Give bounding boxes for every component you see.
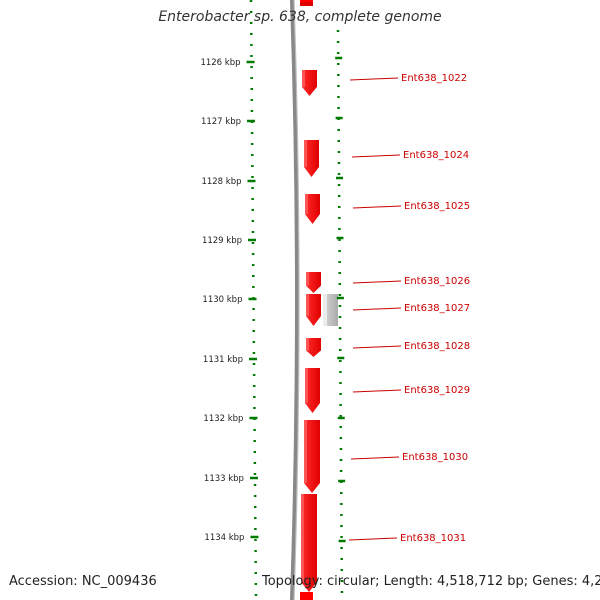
ruler-line-right — [336, 29, 344, 600]
gene-arrow — [306, 294, 321, 326]
gene-leader-line — [351, 154, 401, 158]
gene-arrow — [305, 368, 320, 413]
right-ruler-tick-group — [335, 56, 346, 543]
gene-leader-line — [348, 537, 398, 541]
gene-label: Ent638_1022 — [401, 73, 467, 84]
gene-arrow-highlight — [305, 368, 308, 403]
gray-feature-edge — [323, 294, 327, 326]
gene-label: Ent638_1027 — [404, 303, 470, 314]
gene-feature-top-cap — [300, 2, 313, 6]
gene-label: Ent638_1024 — [403, 150, 469, 161]
gene-label: Ent638_1028 — [404, 341, 470, 352]
topology-text: Topology: circular; Length: 4,518,712 bp… — [262, 574, 600, 589]
gene-label: Ent638_1030 — [402, 452, 468, 463]
ruler-tick-group: 1126 kbp 1127 kbp 1128 kbp 1129 kbp 1130 kbp… — [200, 58, 259, 543]
ruler-line-left — [249, 0, 258, 600]
gene-arrow-highlight — [306, 338, 309, 351]
gene-arrow-highlight — [305, 194, 308, 214]
gene-arrow-highlight — [302, 70, 305, 87]
ruler-tick-label: 1134 kbp — [204, 533, 244, 543]
gene-group — [301, 70, 321, 592]
ruler-tick-label: 1129 kbp — [202, 236, 242, 246]
gene-leader-line — [352, 280, 402, 284]
gene-leader-line — [352, 389, 402, 393]
gene-arrow-highlight — [301, 494, 304, 582]
ruler-tick-label: 1126 kbp — [200, 58, 240, 68]
gene-leader-line — [352, 345, 402, 349]
genome-backbone-highlight — [293, 0, 300, 600]
ruler-tick-label: 1128 kbp — [201, 177, 241, 187]
accession-text: Accession: NC_009436 — [9, 574, 157, 589]
gene-arrow-highlight — [304, 420, 307, 483]
gene-leader-line — [350, 456, 400, 460]
gene-arrow-highlight — [306, 272, 309, 286]
gene-arrow — [302, 70, 317, 96]
ruler-tick-label: 1133 kbp — [204, 474, 244, 484]
ruler-tick-label: 1131 kbp — [203, 355, 243, 365]
map-title: Enterobacter sp. 638, complete genome — [158, 9, 442, 25]
gene-label: Ent638_1029 — [404, 385, 470, 396]
gene-arrow-highlight — [304, 140, 307, 167]
ruler-tick-label: 1127 kbp — [201, 117, 241, 127]
genome-backbone — [290, 0, 299, 600]
gene-label: Ent638_1026 — [404, 276, 470, 287]
ruler-tick-label: 1130 kbp — [202, 295, 242, 305]
gene-arrow — [301, 494, 317, 592]
gene-arrow — [305, 194, 320, 224]
gene-arrow-highlight — [306, 294, 309, 316]
gene-label-group: Ent638_1022 Ent638_1024 Ent638_1025 Ent638_… — [348, 73, 470, 544]
gene-arrow — [306, 272, 321, 293]
gene-leader-line — [352, 205, 402, 209]
gene-arrow — [304, 140, 319, 177]
ruler-tick-label: 1132 kbp — [203, 414, 243, 424]
gene-feature-bottom — [300, 592, 313, 600]
gene-label: Ent638_1031 — [400, 533, 466, 544]
gene-label: Ent638_1025 — [404, 201, 470, 212]
gene-arrow — [306, 338, 321, 357]
gene-leader-line — [352, 307, 402, 311]
gene-arrow — [304, 420, 320, 493]
gene-leader-line — [349, 77, 399, 81]
